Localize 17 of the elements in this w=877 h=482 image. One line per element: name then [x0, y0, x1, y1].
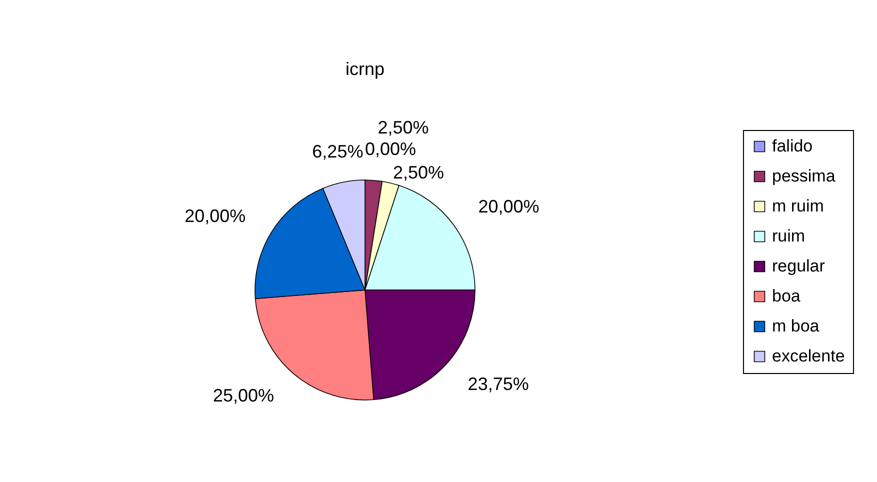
data-label: 20,00% [478, 196, 540, 217]
legend-label: boa [772, 286, 801, 306]
legend-label: pessima [772, 166, 836, 186]
legend-label: m boa [772, 316, 820, 336]
legend-label: ruim [772, 226, 806, 246]
data-label: 2,50% [393, 162, 444, 182]
legend-label: excelente [772, 346, 845, 366]
chart-title: icrnp [345, 59, 385, 79]
legend-label: m ruim [772, 196, 824, 216]
data-label: 2,50% [378, 118, 429, 138]
data-label: 23,75% [468, 374, 529, 394]
data-label: 6,25% [312, 142, 364, 162]
legend-label: falido [772, 136, 813, 156]
data-label: 25,00% [213, 385, 274, 406]
legend-label: regular [772, 256, 826, 276]
text: 0,00% [365, 139, 416, 159]
data-label: 20,00% [184, 206, 246, 226]
